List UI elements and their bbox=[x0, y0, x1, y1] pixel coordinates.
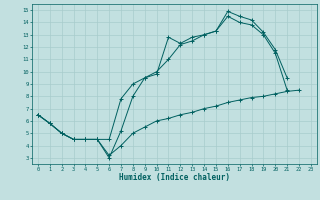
X-axis label: Humidex (Indice chaleur): Humidex (Indice chaleur) bbox=[119, 173, 230, 182]
